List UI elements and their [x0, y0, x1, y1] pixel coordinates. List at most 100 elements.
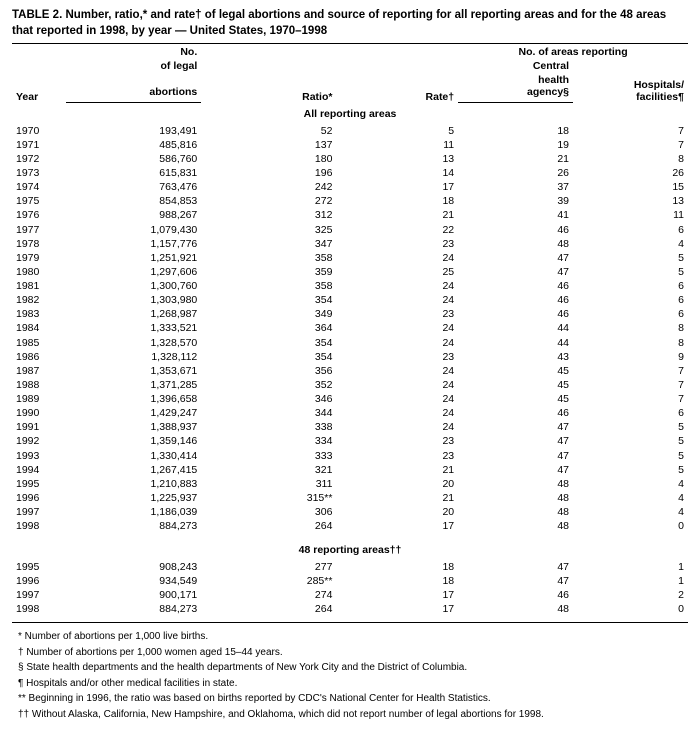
col-abortions-l1: No.: [66, 44, 201, 58]
cell-year: 1982: [12, 294, 66, 308]
cell-abortions: 908,243: [66, 560, 201, 574]
data-table: Year No. Ratio* Rate† No. of areas repor…: [12, 44, 688, 622]
table-row: 1997900,17127417462: [12, 589, 688, 603]
cell-agency: 48: [458, 237, 573, 251]
cell-hosp: 8: [573, 322, 688, 336]
cell-agency: 46: [458, 308, 573, 322]
cell-hosp: 4: [573, 491, 688, 505]
cell-ratio: 356: [201, 364, 336, 378]
footnote: ** Beginning in 1996, the ratio was base…: [12, 692, 688, 707]
cell-hosp: 1: [573, 575, 688, 589]
footnote: † Number of abortions per 1,000 women ag…: [12, 646, 688, 661]
cell-rate: 24: [336, 393, 458, 407]
cell-hosp: 7: [573, 138, 688, 152]
cell-ratio: 354: [201, 336, 336, 350]
col-hosp: Hospitals/facilities¶: [573, 58, 688, 103]
table-row: 19791,251,92135824475: [12, 251, 688, 265]
cell-abortions: 1,079,430: [66, 223, 201, 237]
table-row: 1972586,76018013218: [12, 152, 688, 166]
cell-abortions: 1,328,112: [66, 350, 201, 364]
cell-agency: 44: [458, 336, 573, 350]
cell-year: 1989: [12, 393, 66, 407]
cell-abortions: 1,225,937: [66, 491, 201, 505]
cell-agency: 47: [458, 251, 573, 265]
cell-year: 1990: [12, 407, 66, 421]
cell-agency: 48: [458, 491, 573, 505]
cell-abortions: 854,853: [66, 195, 201, 209]
cell-year: 1971: [12, 138, 66, 152]
cell-year: 1987: [12, 364, 66, 378]
col-ratio: Ratio*: [201, 44, 336, 103]
cell-agency: 45: [458, 364, 573, 378]
cell-year: 1995: [12, 477, 66, 491]
cell-abortions: 934,549: [66, 575, 201, 589]
cell-ratio: 274: [201, 589, 336, 603]
footnote: †† Without Alaska, California, New Hamps…: [12, 708, 688, 723]
cell-abortions: 884,273: [66, 603, 201, 623]
cell-hosp: 6: [573, 407, 688, 421]
cell-rate: 24: [336, 322, 458, 336]
cell-hosp: 5: [573, 265, 688, 279]
cell-agency: 48: [458, 603, 573, 623]
cell-year: 1980: [12, 265, 66, 279]
cell-hosp: 1: [573, 560, 688, 574]
cell-rate: 20: [336, 506, 458, 520]
cell-hosp: 11: [573, 209, 688, 223]
col-agency-l1: Central: [458, 58, 573, 72]
cell-ratio: 333: [201, 449, 336, 463]
cell-agency: 45: [458, 378, 573, 392]
cell-abortions: 900,171: [66, 589, 201, 603]
cell-rate: 13: [336, 152, 458, 166]
table-row: 1976988,267312214111: [12, 209, 688, 223]
cell-agency: 47: [458, 265, 573, 279]
cell-ratio: 354: [201, 350, 336, 364]
table-row: 19971,186,03930620484: [12, 506, 688, 520]
cell-abortions: 1,371,285: [66, 378, 201, 392]
cell-year: 1996: [12, 491, 66, 505]
cell-abortions: 1,388,937: [66, 421, 201, 435]
table-row: 19841,333,52136424448: [12, 322, 688, 336]
cell-hosp: 6: [573, 308, 688, 322]
col-rate: Rate†: [336, 44, 458, 103]
cell-abortions: 988,267: [66, 209, 201, 223]
cell-agency: 37: [458, 181, 573, 195]
table-row: 19811,300,76035824466: [12, 280, 688, 294]
cell-hosp: 9: [573, 350, 688, 364]
cell-agency: 26: [458, 167, 573, 181]
footnote: ¶ Hospitals and/or other medical facilit…: [12, 677, 688, 692]
cell-abortions: 763,476: [66, 181, 201, 195]
cell-abortions: 193,491: [66, 124, 201, 138]
cell-hosp: 2: [573, 589, 688, 603]
table-row: 1998884,27326417480: [12, 520, 688, 540]
col-agency: healthagency§: [458, 72, 573, 103]
cell-hosp: 15: [573, 181, 688, 195]
cell-rate: 18: [336, 560, 458, 574]
table-row: 19771,079,43032522466: [12, 223, 688, 237]
cell-year: 1970: [12, 124, 66, 138]
cell-agency: 47: [458, 435, 573, 449]
cell-rate: 24: [336, 251, 458, 265]
cell-hosp: 0: [573, 520, 688, 540]
cell-year: 1992: [12, 435, 66, 449]
cell-agency: 39: [458, 195, 573, 209]
cell-rate: 18: [336, 575, 458, 589]
cell-rate: 24: [336, 407, 458, 421]
cell-rate: 21: [336, 491, 458, 505]
cell-agency: 45: [458, 393, 573, 407]
table-row: 1975854,853272183913: [12, 195, 688, 209]
table-row: 19801,297,60635925475: [12, 265, 688, 279]
table-row: 19931,330,41433323475: [12, 449, 688, 463]
cell-ratio: 277: [201, 560, 336, 574]
cell-agency: 46: [458, 294, 573, 308]
cell-hosp: 0: [573, 603, 688, 623]
cell-hosp: 6: [573, 294, 688, 308]
cell-rate: 24: [336, 421, 458, 435]
cell-agency: 44: [458, 322, 573, 336]
section-heading: All reporting areas: [12, 103, 688, 125]
cell-rate: 14: [336, 167, 458, 181]
table-row: 1998884,27326417480: [12, 603, 688, 623]
cell-rate: 24: [336, 280, 458, 294]
cell-agency: 46: [458, 223, 573, 237]
cell-abortions: 884,273: [66, 520, 201, 540]
cell-year: 1973: [12, 167, 66, 181]
